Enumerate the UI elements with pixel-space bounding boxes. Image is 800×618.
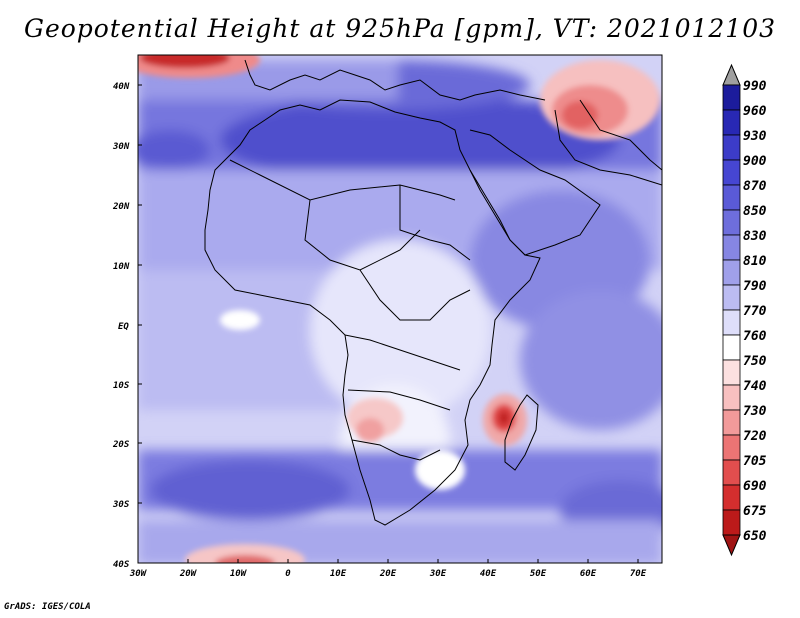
colorbar-swatch (722, 384, 741, 411)
geopotential-field (138, 55, 662, 563)
colorbar-label: 900 (743, 154, 767, 169)
colorbar-label: 650 (743, 529, 767, 544)
colorbar-bottom-triangle (722, 534, 741, 557)
colorbar-label: 870 (743, 179, 767, 194)
colorbar-swatch (722, 309, 741, 336)
lon-ticks (137, 559, 639, 563)
colorbar-label: 850 (743, 204, 767, 219)
colorbar-swatch (722, 284, 741, 311)
lon-labels: 30W 20W 10W 0 10E 20E 30E 40E 50E 60E 70… (129, 569, 647, 579)
colorbar-label: 690 (743, 479, 767, 494)
lon-label: 10W (230, 569, 248, 579)
footer-credit: GrADS: IGES/COLA (4, 602, 91, 612)
lat-label: EQ (118, 322, 129, 332)
lat-label: 20S (112, 440, 130, 450)
colorbar-swatch (722, 484, 741, 511)
colorbar-swatch (722, 259, 741, 286)
colorbar-label: 930 (743, 129, 767, 144)
lon-label: 20E (379, 569, 397, 579)
colorbar-swatch (722, 509, 741, 536)
colorbar-label: 720 (743, 429, 767, 444)
colorbar-swatch (722, 84, 741, 111)
colorbar-swatch (722, 359, 741, 386)
colorbar-swatch (722, 134, 741, 161)
colorbar-swatch (722, 184, 741, 211)
colorbar-label: 770 (743, 304, 767, 319)
colorbar-label: 675 (743, 504, 767, 519)
lon-label: 30E (429, 569, 447, 579)
colorbar-swatch (722, 159, 741, 186)
lat-label: 10S (113, 381, 130, 391)
colorbar-label: 740 (743, 379, 767, 394)
colorbar-swatch (722, 109, 741, 136)
colorbar-label: 990 (743, 79, 767, 94)
map-frame (137, 54, 663, 564)
colorbar-swatch (722, 434, 741, 461)
colorbar-label: 760 (743, 329, 767, 344)
colorbar-swatch (722, 334, 741, 361)
map-title: Geopotential Height at 925hPa [gpm], VT:… (23, 14, 777, 43)
colorbar-swatch (722, 459, 741, 486)
colorbar-label: 810 (743, 254, 767, 269)
lat-label: 40N (113, 82, 130, 92)
lon-label: 60E (580, 569, 597, 579)
lat-label: 30N (112, 142, 130, 152)
colorbar-label: 830 (743, 229, 767, 244)
colorbar: 990 960 930 900 870 850 830 810 790 770 760 750 740 7… (722, 63, 767, 557)
colorbar-label: 750 (743, 354, 767, 369)
lon-label: 70E (630, 569, 647, 579)
lon-label: 30W (129, 569, 148, 579)
colorbar-label: 730 (743, 404, 767, 419)
lat-ticks (138, 84, 142, 564)
lat-labels: 40N 30N 20N 10N EQ 10S 20S 30S 40S (112, 82, 130, 570)
colorbar-swatch (722, 234, 741, 261)
colorbar-swatch (722, 209, 741, 236)
lon-label: 0 (285, 569, 291, 579)
lon-label: 40E (480, 569, 497, 579)
lon-label: 20W (179, 569, 198, 579)
colorbar-top-triangle (722, 63, 741, 86)
lat-label: 20N (112, 202, 130, 212)
colorbar-label: 790 (743, 279, 767, 294)
lon-label: 10E (330, 569, 347, 579)
colorbar-swatch (722, 409, 741, 436)
colorbar-label: 705 (743, 454, 767, 469)
lat-label: 30S (112, 500, 130, 510)
lat-label: 40S (113, 560, 130, 570)
lon-label: 50E (530, 569, 547, 579)
lat-label: 10N (113, 262, 130, 272)
colorbar-label: 960 (743, 104, 767, 119)
